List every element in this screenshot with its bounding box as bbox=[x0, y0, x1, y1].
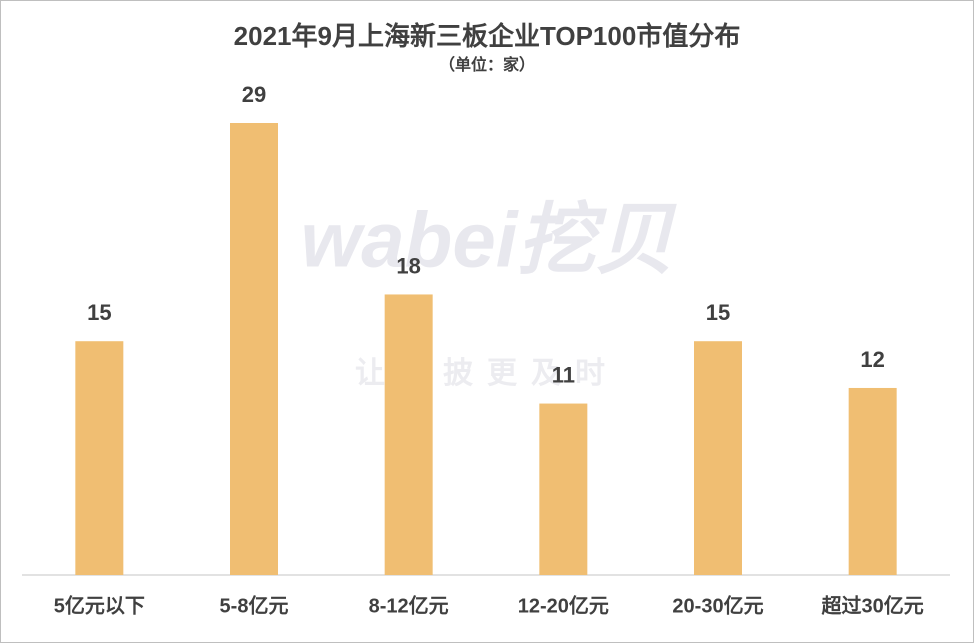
chart-title: 2021年9月上海新三板企业TOP100市值分布 bbox=[234, 21, 741, 51]
data-label: 15 bbox=[87, 300, 111, 325]
bar bbox=[384, 294, 433, 575]
x-tick-label: 超过30亿元 bbox=[821, 593, 924, 617]
chart-subtitle: （单位：家） bbox=[439, 55, 535, 74]
x-tick-label: 5-8亿元 bbox=[220, 593, 289, 617]
data-label: 29 bbox=[242, 82, 266, 107]
bar bbox=[539, 403, 588, 575]
x-tick-label: 12-20亿元 bbox=[518, 593, 609, 617]
data-label: 12 bbox=[860, 347, 884, 372]
bar bbox=[75, 341, 124, 575]
data-label: 15 bbox=[706, 300, 730, 325]
x-tick-label: 5亿元以下 bbox=[54, 593, 145, 617]
data-label: 11 bbox=[552, 362, 575, 387]
watermark-logo: wabei挖贝 bbox=[301, 196, 678, 284]
bar bbox=[694, 341, 742, 575]
x-tick-label: 8-12亿元 bbox=[369, 593, 449, 617]
bar bbox=[848, 387, 897, 575]
data-label: 18 bbox=[396, 253, 420, 278]
x-tick-label: 20-30亿元 bbox=[672, 593, 763, 617]
bar bbox=[230, 123, 278, 575]
